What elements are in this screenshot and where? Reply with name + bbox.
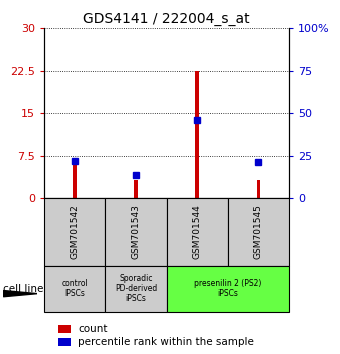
Bar xyxy=(44,266,105,312)
Title: GDS4141 / 222004_s_at: GDS4141 / 222004_s_at xyxy=(83,12,250,26)
Bar xyxy=(167,266,289,312)
Text: count: count xyxy=(78,324,108,333)
Bar xyxy=(73,159,76,198)
Text: Sporadic
PD-derived
iPSCs: Sporadic PD-derived iPSCs xyxy=(115,274,157,303)
Bar xyxy=(257,180,260,198)
Text: GSM701545: GSM701545 xyxy=(254,204,263,259)
Bar xyxy=(44,198,105,266)
Bar xyxy=(134,180,138,198)
Polygon shape xyxy=(3,291,37,297)
Bar xyxy=(195,71,199,198)
Bar xyxy=(105,266,167,312)
Text: GSM701542: GSM701542 xyxy=(70,205,79,259)
Text: control
IPSCs: control IPSCs xyxy=(62,279,88,298)
Bar xyxy=(228,198,289,266)
Text: GSM701543: GSM701543 xyxy=(132,204,140,259)
Text: cell line: cell line xyxy=(3,284,44,293)
Bar xyxy=(167,198,228,266)
Text: GSM701544: GSM701544 xyxy=(193,205,202,259)
Bar xyxy=(105,198,167,266)
Text: percentile rank within the sample: percentile rank within the sample xyxy=(78,337,254,347)
Text: presenilin 2 (PS2)
iPSCs: presenilin 2 (PS2) iPSCs xyxy=(194,279,261,298)
